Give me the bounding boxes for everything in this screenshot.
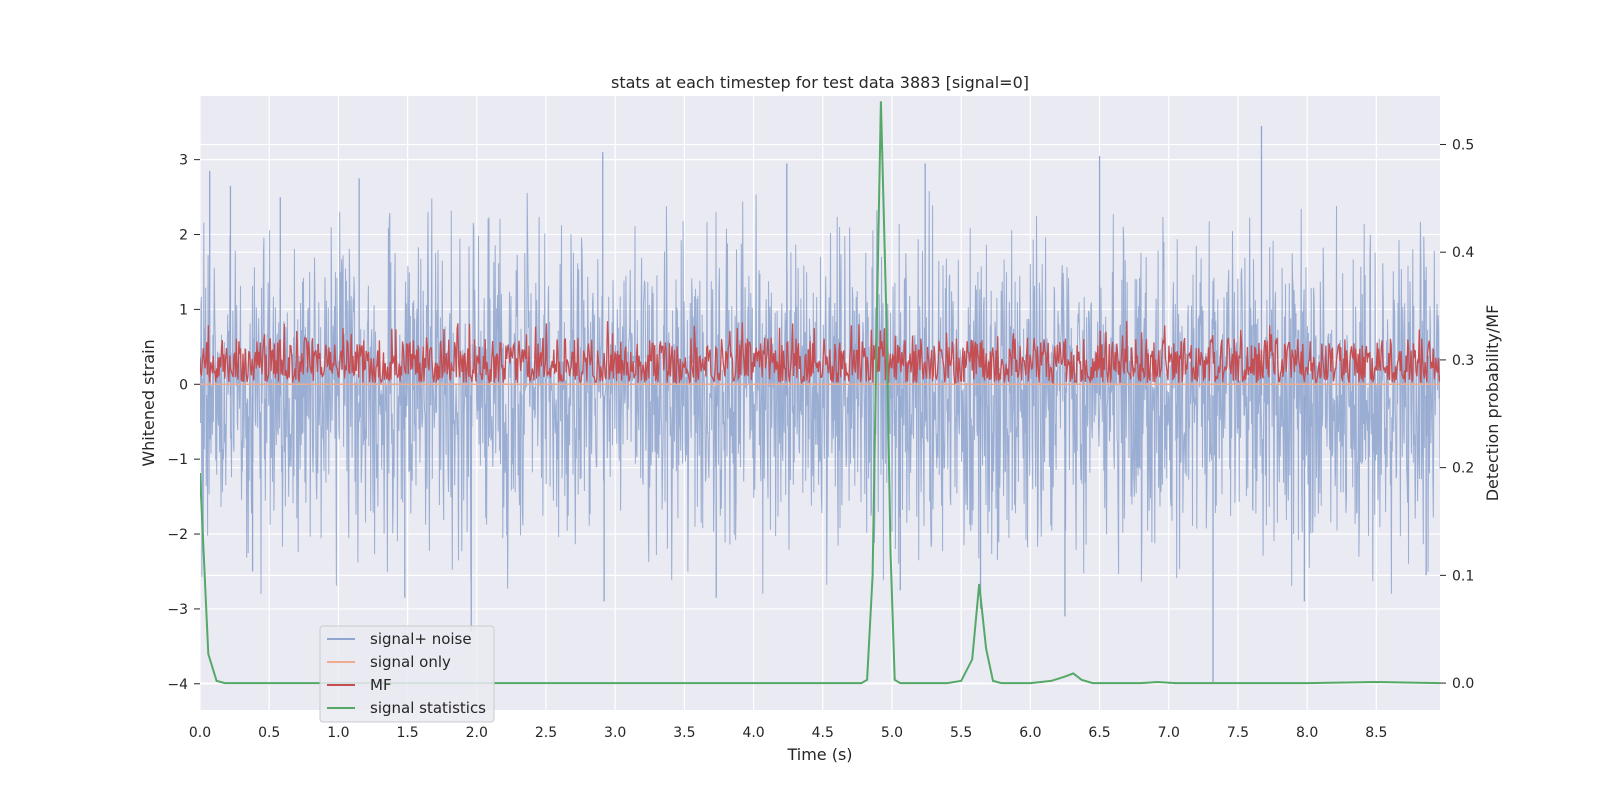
x-axis-ticks: 0.0 0.5 1.0 1.5 2.0 2.5 3.0 3.5 4.0 4.5 5.0 5.5 6.0 6… (189, 725, 1388, 741)
y2-tick-label: 0.5 (1452, 137, 1474, 153)
x-tick-label: 1.5 (396, 725, 418, 741)
x-tick-label: 2.0 (466, 725, 488, 741)
x-tick-label: 7.5 (1227, 725, 1249, 741)
legend: signal+ noise signal only MF signal stat… (319, 625, 495, 723)
y-tick-label: 2 (179, 228, 188, 244)
legend-label-mf: MF (370, 676, 392, 694)
x-tick-label: 6.5 (1088, 725, 1110, 741)
y-axis-ticks: 3 2 1 0 −1 −2 −3 −4 (167, 153, 200, 693)
x-tick-label: 4.5 (812, 725, 834, 741)
y-tick-label: −1 (167, 452, 188, 468)
series-line-signal-statistics (200, 101, 1440, 685)
x-tick-label: 8.5 (1365, 725, 1387, 741)
y2-tick-label: 0.1 (1452, 568, 1474, 584)
legend-box (319, 625, 495, 723)
y-axis-label: Whitened strain (139, 339, 158, 466)
x-tick-label: 1.0 (327, 725, 349, 741)
x-tick-label: 0.0 (189, 725, 211, 741)
x-tick-label: 5.0 (881, 725, 903, 741)
x-tick-label: 2.5 (535, 725, 557, 741)
x-tick-label: 0.5 (258, 725, 280, 741)
y2-tick-label: 0.4 (1452, 245, 1474, 261)
y-tick-label: 1 (179, 302, 188, 318)
y2-tick-label: 0.2 (1452, 461, 1474, 477)
y-tick-label: −4 (167, 677, 188, 693)
series-line-mf (200, 321, 1440, 385)
x-tick-label: 3.0 (604, 725, 626, 741)
chart-title: stats at each timestep for test data 388… (611, 73, 1029, 92)
y2-tick-label: 0.3 (1452, 353, 1474, 369)
series-layer (200, 101, 1440, 685)
x-tick-label: 7.0 (1158, 725, 1180, 741)
x-tick-label: 5.5 (950, 725, 972, 741)
y-tick-label: −3 (167, 602, 188, 618)
x-tick-label: 8.0 (1296, 725, 1318, 741)
y2-axis-ticks: 0.5 0.4 0.3 0.2 0.1 0.0 (1440, 137, 1474, 692)
x-axis-label: Time (s) (786, 745, 852, 764)
legend-label-signal-noise: signal+ noise (370, 630, 472, 648)
y2-tick-label: 0.0 (1452, 676, 1474, 692)
x-tick-label: 6.0 (1019, 725, 1041, 741)
y-tick-label: 3 (179, 153, 188, 169)
legend-label-signal-statistics: signal statistics (370, 699, 486, 717)
legend-label-signal-only: signal only (370, 653, 451, 671)
y-tick-label: −2 (167, 527, 188, 543)
x-tick-label: 4.0 (742, 725, 764, 741)
y2-axis-label: Detection probability/MF (1483, 305, 1502, 502)
x-tick-label: 3.5 (673, 725, 695, 741)
y-tick-label: 0 (179, 377, 188, 393)
